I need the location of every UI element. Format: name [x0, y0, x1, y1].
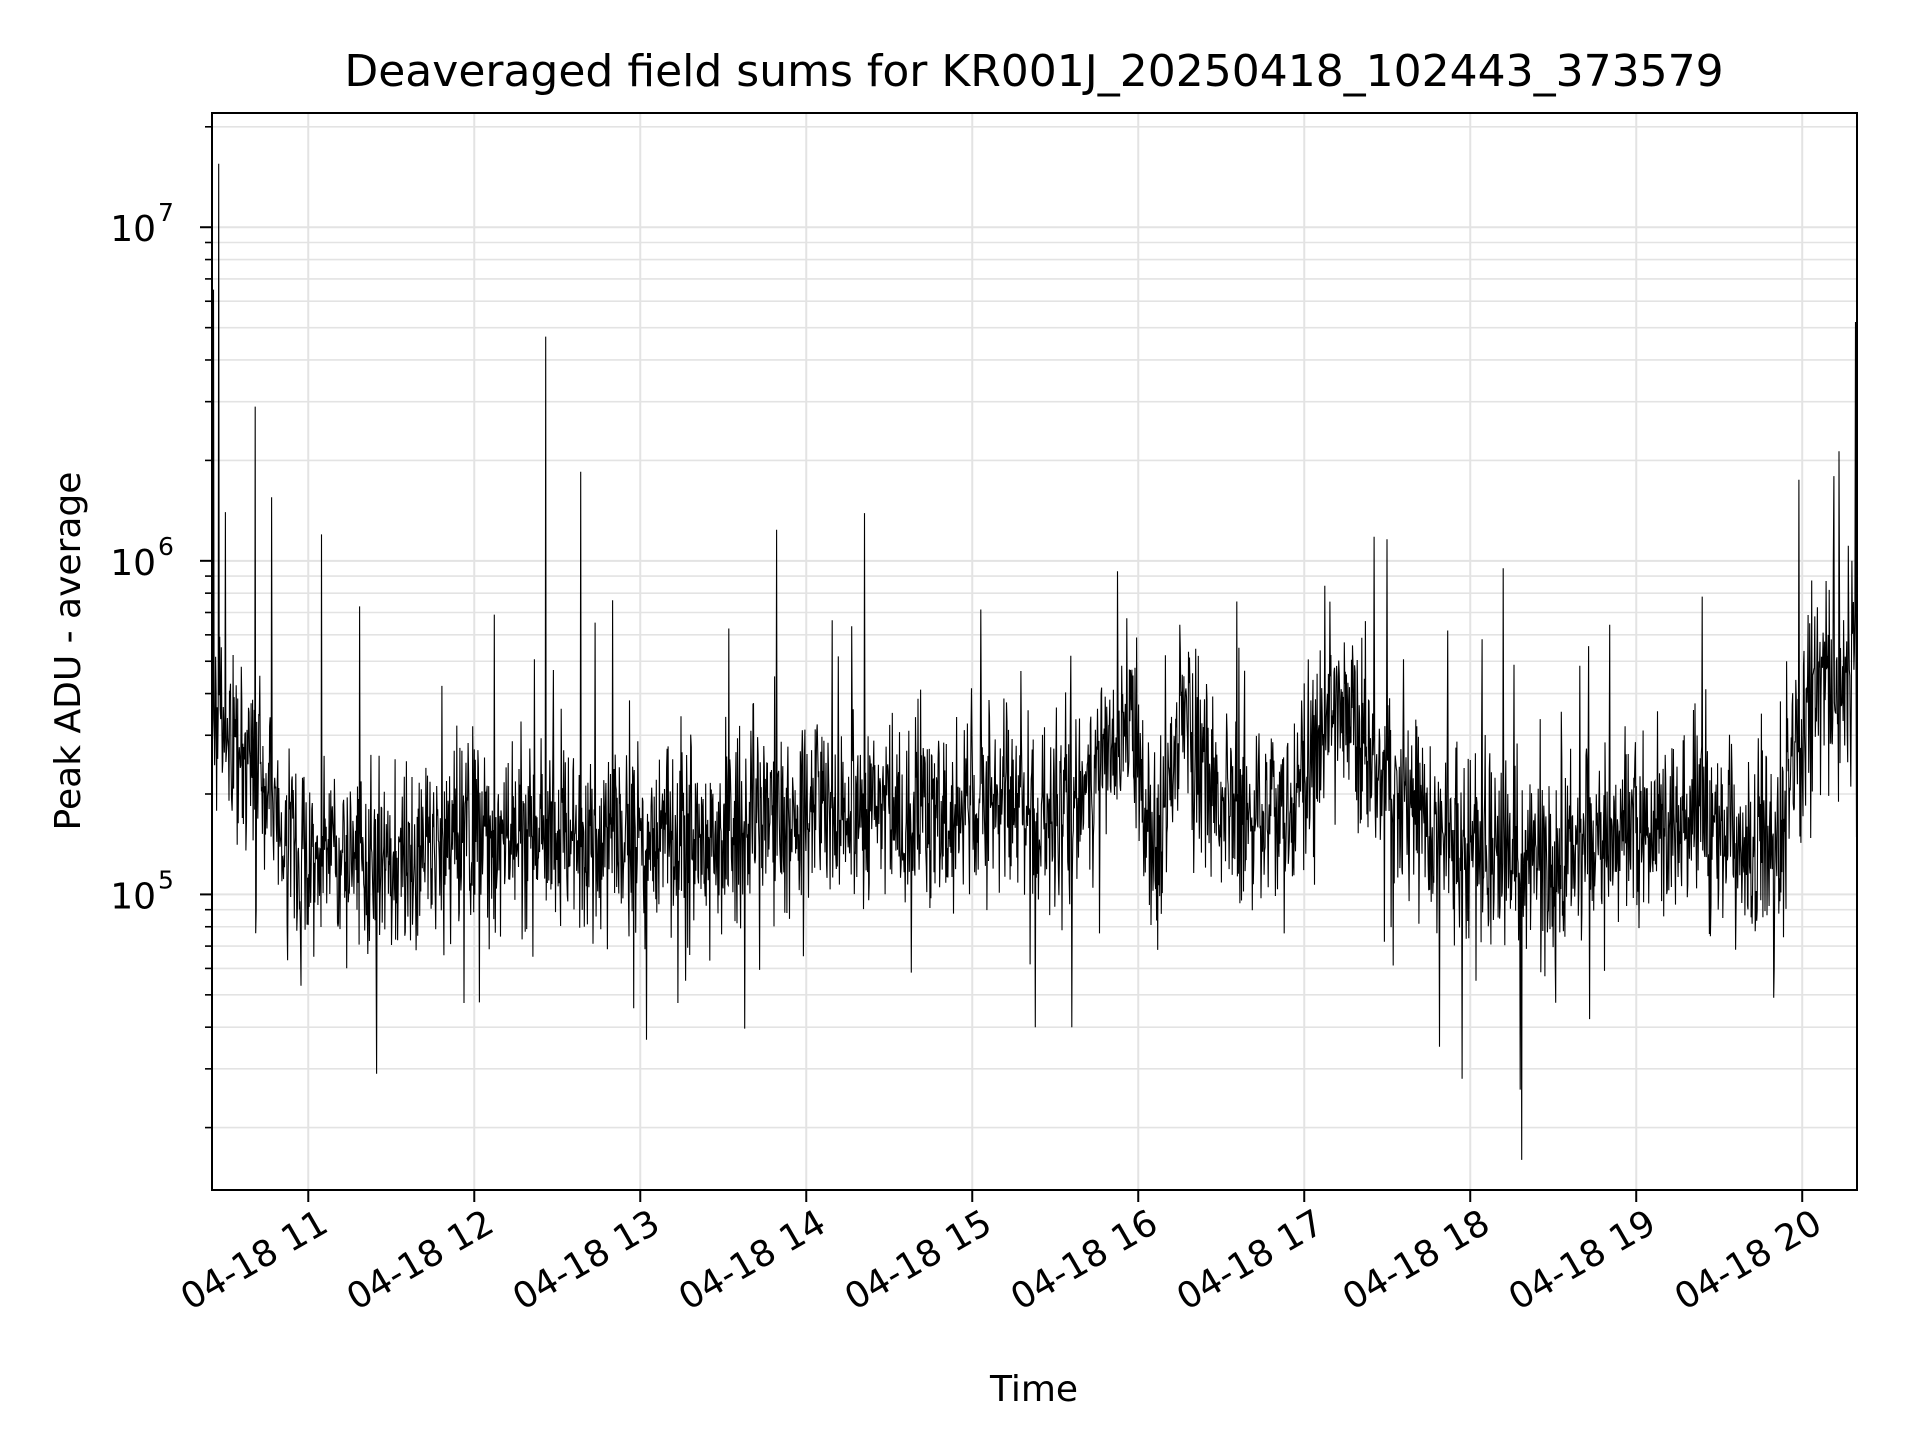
grid — [212, 113, 1857, 1190]
y-tick-exponent: 5 — [158, 865, 174, 894]
y-tick-label: 10 — [110, 876, 156, 917]
y-tick-exponent: 7 — [158, 198, 174, 227]
y-axis-label: Peak ADU - average — [48, 472, 89, 831]
series-peak-adu — [211, 163, 1858, 1160]
y-tick-exponent: 6 — [158, 532, 174, 561]
y-tick-label: 10 — [110, 209, 156, 250]
plot-frame — [211, 112, 1858, 1191]
x-axis-label: Time — [989, 1369, 1078, 1410]
y-tick-label: 10 — [110, 543, 156, 584]
chart-title: Deaveraged field sums for KR001J_2025041… — [344, 46, 1723, 97]
series-line — [211, 163, 1858, 1160]
